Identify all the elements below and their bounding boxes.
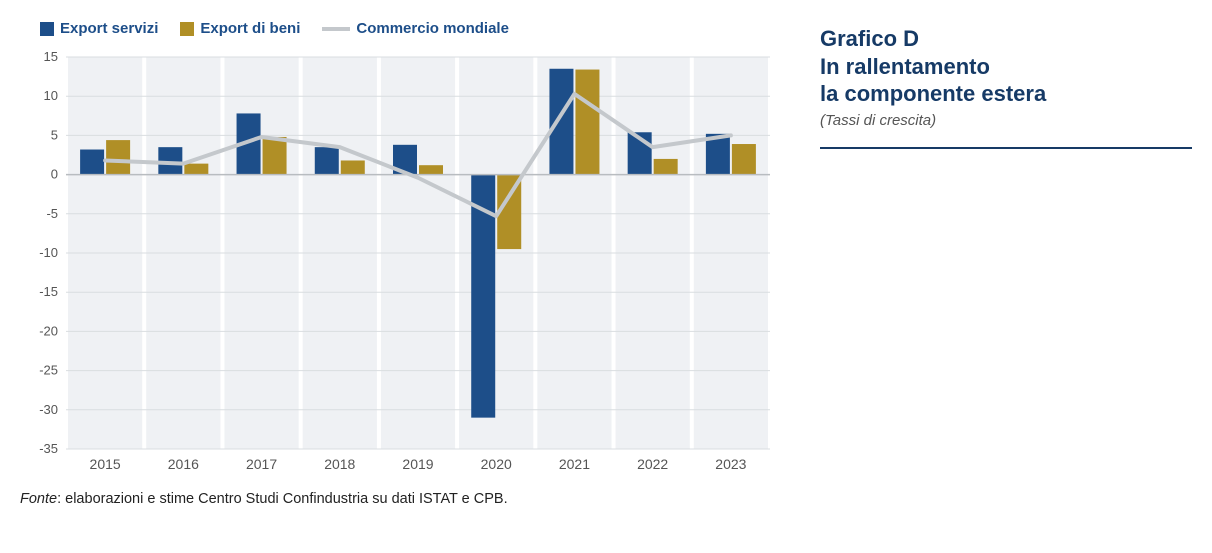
svg-text:-5: -5 [46,206,58,221]
legend-label: Commercio mondiale [356,20,509,37]
chart-area: Export servizi Export di beni Commercio mo… [20,20,780,507]
chart-plot: -35 -30 -25 -20 -15 -10 -5 0 5 10 15 2015 2016 2017 20… [20,47,780,477]
svg-text:2020: 2020 [481,456,512,472]
figure-subtitle: (Tassi di crescita) [820,112,1192,129]
legend-label: Export servizi [60,20,158,37]
footnote-label: Fonte [20,491,57,507]
legend-item: Export di beni [180,20,300,37]
svg-text:-20: -20 [39,323,58,338]
svg-text:2019: 2019 [402,456,433,472]
figure-container: Export servizi Export di beni Commercio mo… [20,20,1192,507]
svg-text:-25: -25 [39,363,58,378]
side-panel: Grafico DIn rallentamentola componente e… [820,20,1192,507]
svg-text:-35: -35 [39,441,58,456]
chart-legend: Export servizi Export di beni Commercio mo… [20,20,780,37]
svg-text:2023: 2023 [715,456,746,472]
legend-swatch [180,22,194,36]
chart-svg: -35 -30 -25 -20 -15 -10 -5 0 5 10 15 2015 2016 2017 20… [20,47,780,477]
svg-text:0: 0 [51,167,58,182]
chart-footnote: Fonte: elaborazioni e stime Centro Studi… [20,491,780,507]
svg-text:5: 5 [51,127,58,142]
svg-text:15: 15 [44,49,58,64]
svg-text:10: 10 [44,88,58,103]
legend-line-swatch [322,27,350,31]
svg-text:2018: 2018 [324,456,355,472]
svg-text:2022: 2022 [637,456,668,472]
svg-text:-10: -10 [39,245,58,260]
svg-text:-15: -15 [39,284,58,299]
figure-title: Grafico DIn rallentamentola componente e… [820,25,1192,108]
svg-text:2021: 2021 [559,456,590,472]
svg-text:2017: 2017 [246,456,277,472]
legend-swatch [40,22,54,36]
svg-text:2016: 2016 [168,456,199,472]
legend-label: Export di beni [200,20,300,37]
figure-divider [820,147,1192,149]
svg-text:2015: 2015 [90,456,121,472]
svg-text:-30: -30 [39,402,58,417]
legend-item: Commercio mondiale [322,20,509,37]
footnote-text: : elaborazioni e stime Centro Studi Conf… [57,491,508,507]
legend-item: Export servizi [40,20,158,37]
